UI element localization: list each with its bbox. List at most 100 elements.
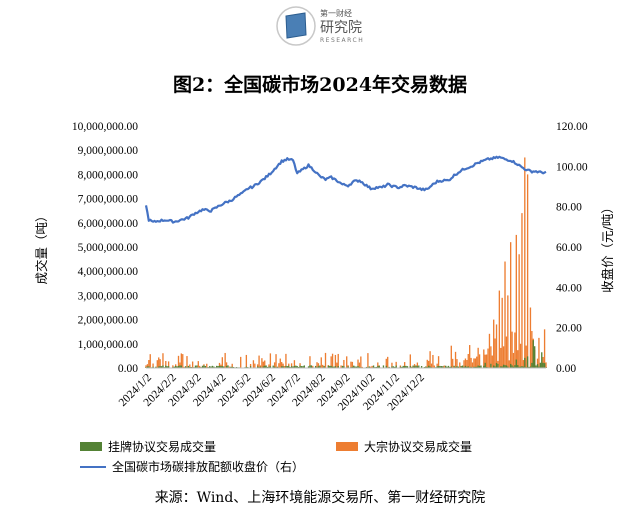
bar-bulk [426,359,428,368]
notebook-logo-icon [276,6,316,46]
bar-listing [511,365,513,368]
bar-listing [412,365,414,368]
bar-listing [303,365,305,368]
bar-bulk [360,356,362,368]
bar-listing [334,366,337,368]
bar-listing [357,365,359,368]
bar-listing [429,366,431,368]
bar-listing [509,363,512,368]
bar-listing [450,366,452,368]
bar-bulk [474,358,476,368]
bar-listing [446,366,448,368]
bar-listing [477,365,479,368]
bar-listing [300,366,303,368]
bar-bulk [470,357,472,368]
bar-listing [264,365,266,368]
bar-bulk [519,343,522,368]
bar-bulk [483,349,485,368]
bar-bulk [172,365,174,368]
bar-listing [497,363,499,368]
bar-listing [406,366,409,368]
bar-listing [227,365,229,368]
bar-listing [210,366,212,368]
y-right-tick-label: 20.00 [556,323,582,335]
bar-listing [297,366,300,368]
bar-bulk [165,361,167,368]
bar-bulk [252,360,255,368]
bar-bulk [261,358,263,368]
bar-bulk [452,358,454,368]
bar-listing [323,365,325,368]
bar-listing [409,366,411,368]
y-right-tick-label: 60.00 [556,242,582,254]
bar-bulk [464,358,467,368]
bar-bulk [429,351,431,368]
bar-bulk [526,174,529,368]
y-left-tick-label: 1,000,000.00 [78,339,139,351]
logo-brand: 第一财经 [320,8,352,18]
bar-listing [526,356,529,368]
bar-listing [418,365,420,368]
bar-bulk [189,364,191,368]
y-left-tick-label: 7,000,000.00 [78,194,139,206]
y-right-tick-label: 0.00 [556,363,576,375]
bar-bulk [336,362,338,368]
bar-listing [355,366,358,368]
y-left-tick-label: 0.00 [118,363,138,375]
bar-listing [231,366,233,368]
bar-listing [517,365,519,368]
bar-listing [159,366,161,368]
bar-bulk [179,362,181,368]
legend-label-listing: 挂牌协议交易成交量 [108,440,217,454]
bar-listing [529,366,532,368]
bar-listing [473,366,475,368]
bar-bulk [502,346,505,368]
bar-bulk [293,360,296,368]
bar-listing [514,365,516,368]
price-line [144,155,547,224]
bar-bulk [536,358,539,368]
bar-bulk [334,354,337,368]
bar-listing [331,366,334,368]
bar-listing [333,366,335,368]
bar-bulk [177,355,180,368]
bar-bulk [515,234,517,368]
bar-bulk [525,345,527,368]
y-right-tick-label: 120.00 [556,121,588,133]
bar-listing [265,365,267,368]
bar-listing [262,366,264,368]
bar-listing [377,366,379,368]
bar-listing [272,365,274,368]
y-right-axis-title: 收盘价（元/吨） [600,201,615,293]
bar-bulk [436,363,438,368]
bar-bulk [245,354,248,368]
bar-listing [378,365,380,368]
bar-bulk [331,353,334,368]
bar-bulk [358,362,361,368]
bar-listing [502,364,505,368]
bar-bulk [430,363,433,368]
bar-bulk [473,358,475,368]
bar-listing [480,365,482,368]
bar-bulk [543,329,546,368]
bar-listing [162,365,164,368]
bar-listing [353,365,355,368]
bar-listing [288,365,290,368]
bar-bulk [491,355,493,368]
bar-bulk [437,356,440,368]
y-right-tick-label: 40.00 [556,282,582,294]
legend-label-bulk: 大宗协议交易成交量 [364,440,473,454]
bar-bulk [538,337,540,368]
bar-listing [343,366,345,368]
bar-bulk [504,261,506,368]
bar-listing [230,366,232,368]
bar-bulk [312,365,314,368]
bar-listing [428,365,430,368]
bar-listing [501,366,503,368]
bar-listing [372,365,375,368]
bar-listing [351,366,354,368]
bar-listing [204,365,207,368]
bar-listing [259,366,262,368]
bar-bulk [225,362,228,368]
bar-listing [166,366,168,368]
